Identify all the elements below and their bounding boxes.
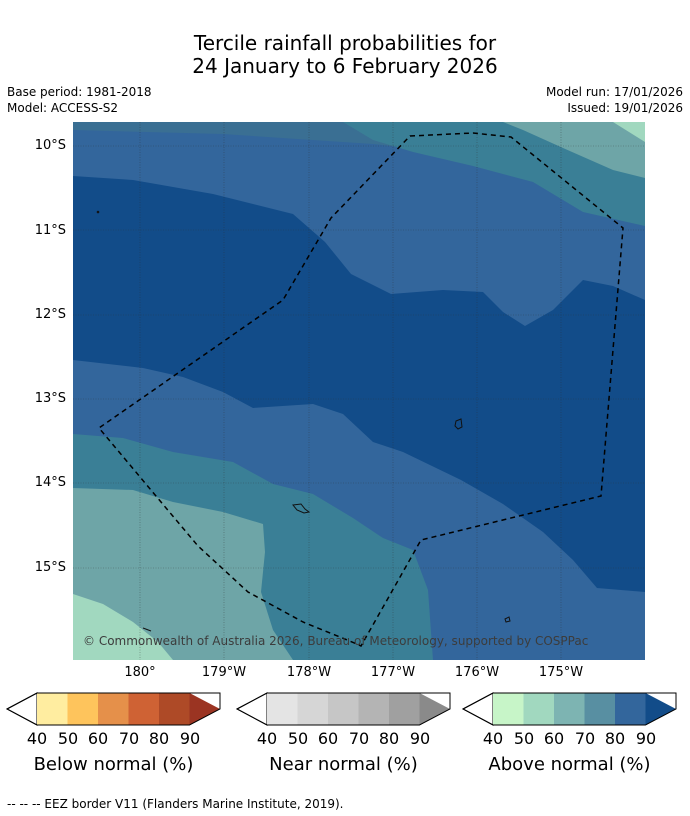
zone-90-core	[73, 176, 645, 592]
eez-border	[97, 132, 624, 647]
legend-tick: 50	[57, 729, 79, 748]
base-period: Base period: 1981-2018	[7, 85, 152, 99]
legend-tick: 90	[179, 729, 201, 748]
legend-tick: 40	[482, 729, 504, 748]
zone-50-northeast	[613, 122, 645, 142]
legend-tick: 90	[635, 729, 657, 748]
zone-60-northeast	[503, 122, 645, 178]
legend-tick: 40	[256, 729, 278, 748]
copyright-text: © Commonwealth of Australia 2026, Bureau…	[83, 634, 589, 648]
graticule	[73, 122, 645, 660]
legend-swatch	[584, 693, 615, 725]
legend-tick: 50	[513, 729, 535, 748]
lon-label: 179°W	[201, 665, 247, 680]
legend-tick: 90	[409, 729, 431, 748]
legend-swatch	[358, 693, 389, 725]
legend-tick: 60	[87, 729, 109, 748]
legend-swatch	[554, 693, 585, 725]
legend-tick: 50	[287, 729, 309, 748]
legend-tick: 60	[543, 729, 565, 748]
model-run: Model run: 17/01/2026	[545, 85, 683, 99]
legend-swatch	[493, 693, 524, 725]
lon-label: 175°W	[538, 665, 584, 680]
lon-label: 177°W	[370, 665, 416, 680]
legend-swatch	[419, 693, 450, 725]
legend-swatch	[128, 693, 159, 725]
islands	[96, 210, 511, 632]
legend-tick: 80	[604, 729, 626, 748]
lon-label: 180°	[124, 665, 156, 680]
legend-swatch	[389, 693, 420, 725]
zone-50-southwest	[73, 594, 173, 660]
lat-label: 11°S	[34, 223, 66, 238]
legend-swatch	[98, 693, 129, 725]
lon-label: 178°W	[286, 665, 332, 680]
legend-title-below: Below normal (%)	[33, 754, 194, 775]
model-name: Model: ACCESS-S2	[7, 101, 119, 115]
chart-title-line2: 24 January to 6 February 2026	[192, 54, 498, 78]
colorbar-above	[462, 692, 677, 726]
legend-title-above: Above normal (%)	[488, 754, 651, 775]
legend-tick: 40	[26, 729, 48, 748]
legend-swatch	[645, 693, 676, 725]
lat-label: 15°S	[34, 560, 66, 575]
legend-swatch	[267, 693, 298, 725]
legend-swatch	[615, 693, 646, 725]
legend-swatch	[328, 693, 359, 725]
lat-label: 12°S	[34, 307, 66, 322]
legend-title-near: Near normal (%)	[269, 754, 418, 775]
rainfall-map	[73, 122, 645, 660]
legend-swatch	[297, 693, 328, 725]
lon-label: 176°W	[454, 665, 500, 680]
colorbar-near	[236, 692, 451, 726]
lat-label: 14°S	[34, 475, 66, 490]
legend-tick: 70	[118, 729, 140, 748]
legend-tick: 60	[317, 729, 339, 748]
eez-footnote: -- -- -- EEZ border V11 (Flanders Marine…	[7, 797, 344, 811]
legend-swatch	[523, 693, 554, 725]
legend-tick: 70	[348, 729, 370, 748]
issued-date: Issued: 19/01/2026	[567, 101, 683, 115]
chart-title-line1: Tercile rainfall probabilities for	[193, 31, 497, 55]
legend-tick: 80	[148, 729, 170, 748]
legend-swatch	[37, 693, 68, 725]
legend-swatch	[189, 693, 220, 725]
colorbar-below	[6, 692, 221, 726]
lat-label: 13°S	[34, 391, 66, 406]
legend-tick: 70	[574, 729, 596, 748]
legend-swatch	[159, 693, 190, 725]
legend-tick: 80	[378, 729, 400, 748]
lat-label: 10°S	[34, 138, 66, 153]
zone-60-southwest	[73, 488, 293, 660]
legend-swatch	[67, 693, 98, 725]
